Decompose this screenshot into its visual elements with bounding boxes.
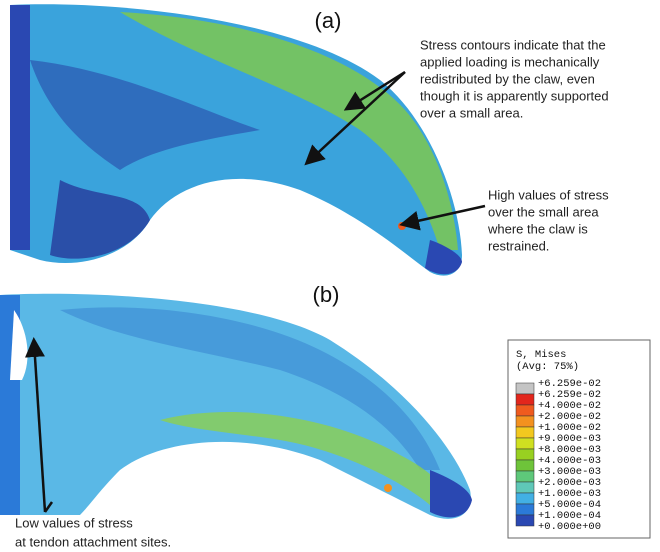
annotation-line: over a small area. xyxy=(420,105,523,120)
legend-swatch xyxy=(516,416,534,427)
legend-swatch xyxy=(516,405,534,416)
annotation-line: over the small area xyxy=(488,204,599,219)
annotation-line: though it is apparently supported xyxy=(420,88,609,103)
legend-swatch xyxy=(516,471,534,482)
legend-swatch xyxy=(516,438,534,449)
legend-swatch xyxy=(516,504,534,515)
legend-title: (Avg: 75%) xyxy=(516,361,579,373)
panel-label: (b) xyxy=(313,282,340,307)
annotation-line: applied loading is mechanically xyxy=(420,54,600,69)
annotation-line: at tendon attachment sites. xyxy=(15,534,171,549)
annotation-line: Stress contours indicate that the xyxy=(420,37,606,52)
legend-label: +0.000e+00 xyxy=(538,521,601,533)
legend-swatch xyxy=(516,383,534,394)
legend-swatch xyxy=(516,427,534,438)
annotation-line: where the claw is xyxy=(487,221,588,236)
claw-a xyxy=(10,4,462,275)
annotation-line: redistributed by the claw, even xyxy=(420,71,595,86)
legend-swatch xyxy=(516,493,534,504)
panel-label: (a) xyxy=(315,8,342,33)
legend-swatch xyxy=(516,394,534,405)
figure: (a) (b) Stress contours indicate that th… xyxy=(0,0,660,552)
legend-swatch xyxy=(516,515,534,526)
legend-swatch xyxy=(516,460,534,471)
annotation-line: Low values of stress xyxy=(15,515,133,530)
annotation-line: High values of stress xyxy=(488,187,609,202)
legend-swatch xyxy=(516,449,534,460)
claw-b xyxy=(0,294,472,519)
legend-swatch xyxy=(516,482,534,493)
legend-title: S, Mises xyxy=(516,349,566,361)
annotation-line: restrained. xyxy=(488,238,549,253)
